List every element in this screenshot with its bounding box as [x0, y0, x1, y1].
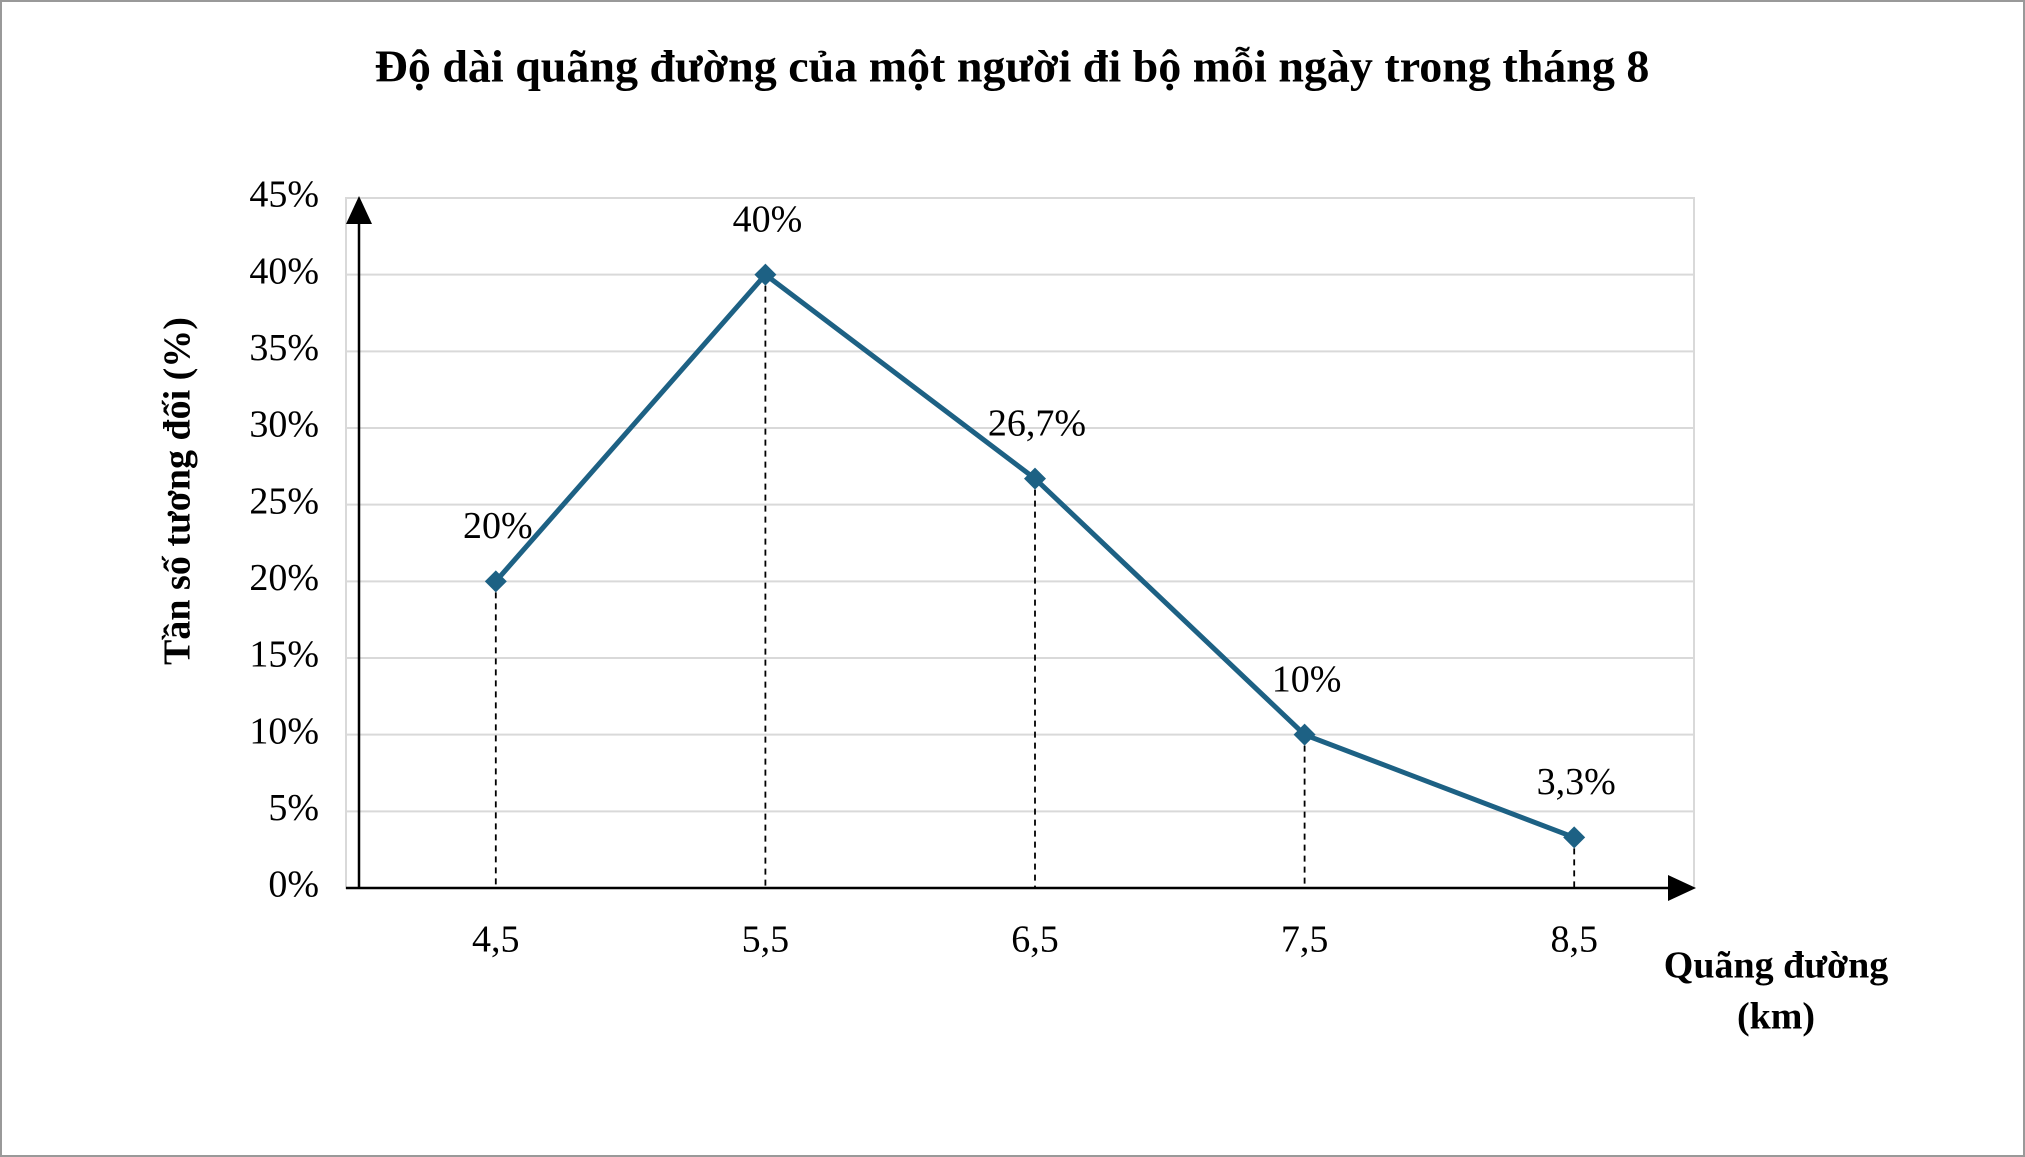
y-tick-label: 25% — [249, 480, 319, 522]
y-tick-label: 0% — [268, 864, 319, 906]
marker — [484, 570, 507, 593]
x-axis-arrow — [1668, 875, 1696, 901]
x-tick-label: 8,5 — [1550, 919, 1598, 961]
chart-title: Độ dài quãng đường của một người đi bộ m… — [375, 41, 1650, 92]
y-tick-label: 40% — [249, 250, 319, 292]
data-label: 26,7% — [988, 402, 1086, 444]
data-label: 40% — [733, 198, 803, 240]
x-tick-label: 6,5 — [1011, 919, 1059, 961]
y-axis-title: Tần số tương đối (%) — [157, 317, 199, 665]
y-tick-label: 10% — [249, 710, 319, 752]
data-label: 10% — [1272, 658, 1342, 700]
y-tick-label: 15% — [249, 634, 319, 676]
y-tick-label: 20% — [249, 557, 319, 599]
y-axis-arrow — [346, 196, 372, 224]
y-tick-label: 35% — [249, 327, 319, 369]
data-label: 20% — [463, 505, 533, 547]
marker — [1563, 826, 1586, 849]
x-axis-title: Quãng đường — [1664, 945, 1888, 987]
marker — [754, 263, 777, 286]
marker — [1293, 723, 1316, 746]
data-label: 3,3% — [1537, 761, 1616, 803]
y-tick-label: 5% — [268, 787, 319, 829]
x-axis-title: (km) — [1737, 996, 1815, 1038]
x-tick-label: 4,5 — [472, 919, 520, 961]
x-tick-label: 5,5 — [742, 919, 790, 961]
marker — [1024, 467, 1046, 490]
y-tick-label: 45% — [249, 174, 319, 216]
y-tick-label: 30% — [249, 404, 319, 446]
x-tick-label: 7,5 — [1281, 919, 1329, 961]
